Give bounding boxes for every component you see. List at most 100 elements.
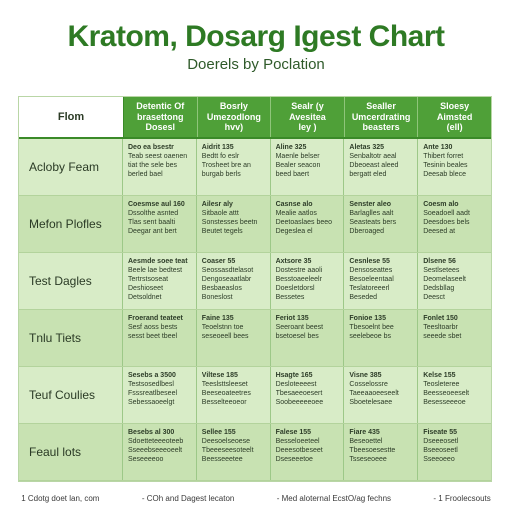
table-cell: Fonioe 135 Tbesoelnt bee seelebeoe bs <box>344 310 419 366</box>
cell-text: Densoseattes <box>349 267 393 274</box>
cell-text: Senster aleo <box>349 201 392 208</box>
cell-text: Sestlsetees <box>423 267 460 274</box>
cell-text: Sesf aoss bests <box>128 324 178 331</box>
cell-text: Sellee 155 <box>201 429 236 436</box>
cell-text: Coaser 55 <box>201 258 236 265</box>
cell-text: beed baert <box>275 171 310 178</box>
footer-note: - Med aloternal EcstO/ag fechns <box>276 494 392 503</box>
table-cell: Cesnlese 55 Densoseattes Besoeleentaal Tesl… <box>344 253 419 309</box>
cell-text: Besselteeoeor <box>201 399 247 406</box>
cell-text: Beutet tegels <box>201 228 243 235</box>
table-row: Mefon Plofles Coesmse aul 160 Dssolthe asn… <box>19 196 491 253</box>
cell-text: Hsagte 165 <box>275 372 313 379</box>
cell-text: Teesltoarbr <box>423 324 458 331</box>
cell-text: Fonioe 135 <box>349 315 386 322</box>
column-header: Bosrly Umezodlong hvv) <box>198 97 272 137</box>
table-row: Teuf Coulies Sesebs a 3500 Testsosedlbesl F… <box>19 367 491 424</box>
cell-text: Casnse alo <box>275 201 313 208</box>
cell-text: seseoeell bees <box>201 333 249 340</box>
cell-text: Deesed at <box>423 228 456 235</box>
cell-text: Seasteats bers <box>349 219 397 226</box>
table-row: Test Dagles Aesmde soee teat Beele lae bed… <box>19 253 491 310</box>
cell-text: Ante 130 <box>423 144 453 151</box>
cell-text: Dlsene 56 <box>423 258 456 265</box>
cell-text: Coesm alo <box>423 201 459 208</box>
dosage-table: Flom Detentic Of brasettong Dosesl Bosrl… <box>18 96 492 482</box>
cell-text: Ailesr aly <box>201 201 233 208</box>
table-cell: Coesmse aul 160 Dssolthe asnted Tlas sent … <box>123 196 197 252</box>
row-label: Teuf Coulies <box>19 367 123 423</box>
table-cell: Dlsene 56 Sestlsetees Deomelaseelt Dedsblla… <box>418 253 491 309</box>
table-row: Feaul lots Besebs al 300 Sdoetteteeeoteeb S… <box>19 424 491 481</box>
cell-text: Soeadoell aadt <box>423 210 470 217</box>
table-row: Tnlu Tiets Froerand teateet Sesf aoss best… <box>19 310 491 367</box>
table-cell: Aletas 325 Senbaltotr aeal Dbeoeast aleed b… <box>344 139 419 195</box>
cell-text: Deesab blece <box>423 171 466 178</box>
footer-note: 1 Cdotg doet lan, com <box>21 494 100 503</box>
table-cell: Deo ea bsestr Teab seest oaenen tiat the s… <box>123 139 197 195</box>
cell-text: Sdoetteteeeoteeb <box>128 438 184 445</box>
cell-text: Aesmde soee teat <box>128 258 188 265</box>
cell-text: Fsssreatlbeseel <box>128 390 178 397</box>
table-cell: Sellee 155 Deesoelseoese Tbeeeseesoteelt Be… <box>197 424 271 480</box>
cell-text: Besebs al 300 <box>128 429 175 436</box>
cell-text: Boneslost <box>201 294 233 301</box>
table-cell: Senster aleo Barlaglles aalt Seasteats ber… <box>344 196 419 252</box>
cell-text: Tbesoelnt bee <box>349 324 394 331</box>
cell-text: Seeroant beest <box>275 324 324 331</box>
cell-text: Beeseoateetres <box>201 390 251 397</box>
cell-text: Barlaglles aalt <box>349 210 394 217</box>
cell-text: Viltese 185 <box>201 372 238 379</box>
cell-text: Feriot 135 <box>275 315 309 322</box>
chart-subtitle: Doerels by Poclation <box>187 56 325 73</box>
table-cell: Ante 130 Thibert forret Tesinin beales Dees… <box>418 139 491 195</box>
cell-text: Deesoelseoese <box>201 438 251 445</box>
cell-text: Dberoaged <box>349 228 385 235</box>
column-header: Sealr (y Avesitea ley ) <box>271 97 345 137</box>
cell-text: Senbaltotr aeal <box>349 153 397 160</box>
cell-text: Degeslea el <box>275 228 313 235</box>
cell-text: sesst beet tbeel <box>128 333 178 340</box>
cell-text: Fiseate 55 <box>423 429 458 436</box>
cell-text: Deo ea bsestr <box>128 144 174 151</box>
table-cell: Kelse 155 Teosleteree Beesseoeeselt Besesse… <box>418 367 491 423</box>
cell-text: seeede sbet <box>423 333 462 340</box>
cell-text: Tsseseoeee <box>349 456 387 463</box>
table-cell: Visne 385 Cosselossre Taeeaaoeeseelt Sboete… <box>344 367 419 423</box>
cell-text: Froerand teateet <box>128 315 183 322</box>
cell-text: Taeeaaoeeseelt <box>349 390 399 397</box>
cell-text: Deesct <box>423 294 445 301</box>
cell-text: Dostestre aaoli <box>275 267 323 274</box>
cell-text: Cesnlese 55 <box>349 258 390 265</box>
cell-text: Deomelaseelt <box>423 276 466 283</box>
cell-text: Axtsore 35 <box>275 258 312 265</box>
cell-text: Tlas sent baalti <box>128 219 176 226</box>
table-cell: Aidrit 135 Bedtt fo eslr Trosheet bre an bu… <box>197 139 271 195</box>
cell-text: Teosleteree <box>423 381 460 388</box>
cell-text: Beseoettel <box>349 438 383 445</box>
header-corner: Flom <box>19 97 124 137</box>
row-label: Mefon Plofles <box>19 196 123 252</box>
table-cell: Axtsore 35 Dostestre aaoli Besstoaeeleelr D… <box>271 253 345 309</box>
cell-text: bsetoesel bes <box>275 333 319 340</box>
cell-text: Tesinin beales <box>423 162 468 169</box>
cell-text: Teeslsttsleeset <box>201 381 248 388</box>
cell-text: burgab berls <box>201 171 241 178</box>
cell-text: bergatt eled <box>349 171 387 178</box>
cell-text: Dssolthe asnted <box>128 210 179 217</box>
cell-text: Bedtt fo eslr <box>201 153 240 160</box>
table-cell: Viltese 185 Teeslsttsleeset Beeseoateetres… <box>197 367 271 423</box>
cell-text: Seossasdtelasot <box>201 267 254 274</box>
cell-text: Dedsbllag <box>423 285 455 292</box>
table-cell: Coesm alo Soeadoell aadt Deesdoes bels Dees… <box>418 196 491 252</box>
cell-text: Deeesotbeseet <box>275 447 323 454</box>
cell-text: Tbesaeeoesert <box>275 390 323 397</box>
cell-text: Kelse 155 <box>423 372 456 379</box>
cell-text: Aletas 325 <box>349 144 385 151</box>
cell-text: Seseeeeoo <box>128 456 164 463</box>
table-cell: Froerand teateet Sesf aoss bests sesst bee… <box>123 310 197 366</box>
table-body: Acloby Feam Deo ea bsestr Teab seest oaene… <box>19 139 491 481</box>
cell-text: Fiare 435 <box>349 429 380 436</box>
table-cell: Sesebs a 3500 Testsosedlbesl Fsssreatlbese… <box>123 367 197 423</box>
table-cell: Aesmde soee teat Beele lae bedtest Tertrst… <box>123 253 197 309</box>
